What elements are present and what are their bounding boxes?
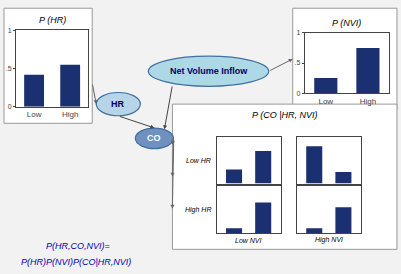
svg-text:High: High [62, 110, 78, 119]
svg-text:.5: .5 [295, 59, 301, 66]
svg-text:1: 1 [8, 27, 12, 34]
svg-text:HR: HR [111, 99, 124, 109]
svg-text:Low: Low [318, 97, 333, 106]
svg-text:P(HR,CO,NVI)=: P(HR,CO,NVI)= [46, 241, 110, 251]
svg-text:0: 0 [296, 90, 300, 97]
svg-text:P (HR): P (HR) [39, 15, 66, 25]
svg-text:High HR: High HR [185, 206, 211, 214]
svg-text:High: High [360, 97, 376, 106]
svg-text:CO: CO [147, 133, 161, 143]
svg-text:P(HR)P(NVI)P(CO|HR,NVI): P(HR)P(NVI)P(CO|HR,NVI) [21, 257, 131, 267]
svg-text:0: 0 [8, 103, 12, 110]
svg-text:1: 1 [296, 29, 300, 36]
svg-text:.5: .5 [6, 65, 12, 72]
svg-text:Low: Low [27, 110, 42, 119]
svg-text:P (CO |HR, NVI): P (CO |HR, NVI) [252, 110, 318, 120]
svg-text:Net Volume Inflow: Net Volume Inflow [170, 66, 248, 76]
svg-text:Low HR: Low HR [186, 157, 211, 164]
svg-text:High NVI: High NVI [315, 236, 343, 244]
svg-text:Low NVI: Low NVI [235, 237, 262, 244]
svg-text:P (NVI): P (NVI) [332, 18, 361, 28]
